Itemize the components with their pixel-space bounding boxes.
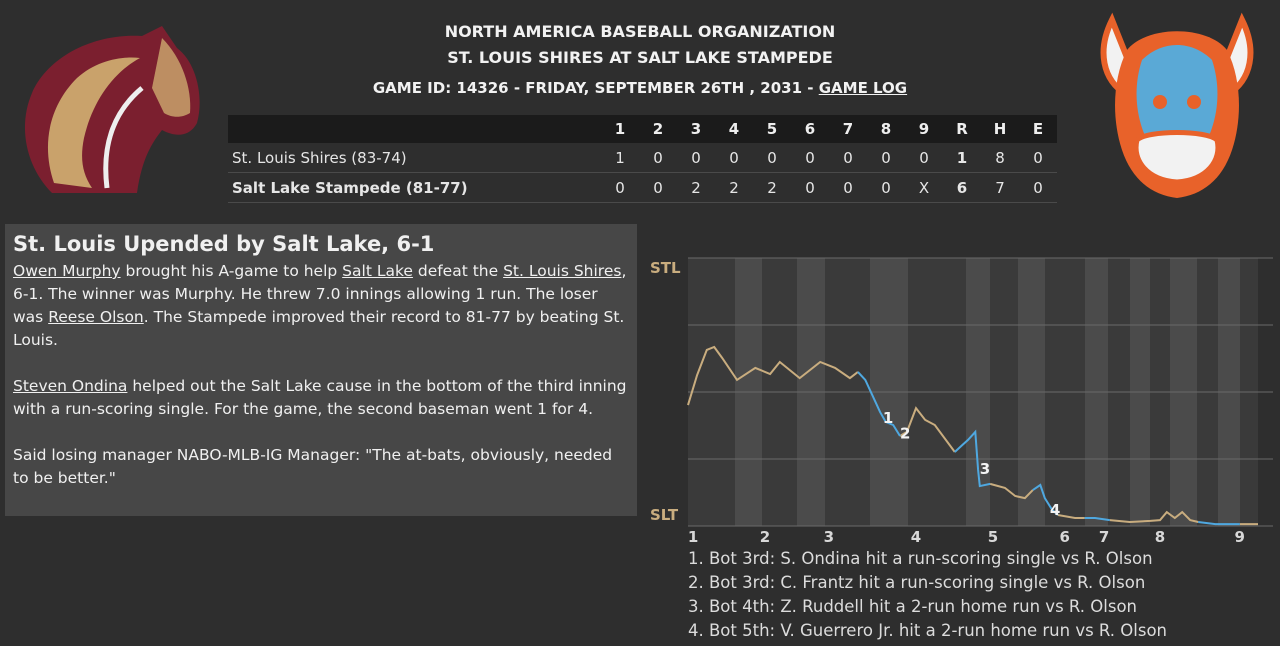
score-cell: 1 <box>601 143 639 173</box>
score-cell: 0 <box>791 172 829 203</box>
score-cell: 0 <box>1019 172 1057 203</box>
article-title: St. Louis Upended by Salt Lake, 6-1 <box>13 232 435 256</box>
header-cell: 9 <box>905 115 943 143</box>
event-note: 4. Bot 5th: V. Guerrero Jr. hit a 2-run … <box>688 621 1167 640</box>
paragraph: Said losing manager NABO-MLB-IG Manager:… <box>13 444 629 490</box>
score-cell: 0 <box>639 143 677 173</box>
x-tick-label: 1 <box>688 528 698 546</box>
score-cell: 1 <box>943 143 981 173</box>
x-tick-label: 8 <box>1155 528 1165 546</box>
event-marker: 1 <box>883 409 893 427</box>
score-cell: 0 <box>677 143 715 173</box>
header-cell: 6 <box>791 115 829 143</box>
score-cell: 0 <box>639 172 677 203</box>
team-name: St. Louis Shires (83-74) <box>228 143 601 173</box>
linescore: 1 2 3 4 5 6 7 8 9 R H E St. Louis Shires (83-74) 1 0 0 0… <box>228 115 1057 203</box>
event-note: 1. Bot 3rd: S. Ondina hit a run-scoring … <box>688 549 1153 568</box>
league-title: NORTH AMERICA BASEBALL ORGANIZATION <box>444 22 836 41</box>
score-cell: 2 <box>715 172 753 203</box>
event-marker: 4 <box>1050 501 1060 519</box>
matchup: ST. LOUIS SHIRES AT SALT LAKE STAMPEDE <box>447 48 833 67</box>
text: , 6-1. The winner was Murphy. He threw 7… <box>13 262 627 326</box>
score-cell: 7 <box>981 172 1019 203</box>
link[interactable]: Reese Olson <box>48 308 144 326</box>
x-tick-label: 4 <box>911 528 921 546</box>
score-cell: 0 <box>867 172 905 203</box>
event-note: 2. Bot 3rd: C. Frantz hit a run-scoring … <box>688 573 1145 592</box>
score-cell: 0 <box>715 143 753 173</box>
score-cell: 0 <box>753 143 791 173</box>
x-tick-label: 5 <box>988 528 998 546</box>
score-cell: 2 <box>753 172 791 203</box>
score-cell: 0 <box>829 143 867 173</box>
score-cell: 0 <box>867 143 905 173</box>
game-info: GAME ID: 14326 - FRIDAY, SEPTEMBER 26TH … <box>0 79 1280 97</box>
y-tick-label: STL <box>650 259 681 277</box>
game-log-link[interactable]: GAME LOG <box>818 79 908 97</box>
header-cell: 5 <box>753 115 791 143</box>
score-cell: 2 <box>677 172 715 203</box>
score-cell: 0 <box>601 172 639 203</box>
x-tick-label: 2 <box>760 528 770 546</box>
header-cell: 1 <box>601 115 639 143</box>
score-cell: 0 <box>905 143 943 173</box>
linescore-row: Salt Lake Stampede (81-77) 0 0 2 2 2 0 0 0 X 6 7 0 <box>228 172 1057 203</box>
header-cell: 8 <box>867 115 905 143</box>
header-cell: 3 <box>677 115 715 143</box>
score-cell: 0 <box>829 172 867 203</box>
paragraph: Owen Murphy brought his A-game to help S… <box>13 260 629 352</box>
text: helped out the Salt Lake cause in the bo… <box>13 377 627 418</box>
header-cell: E <box>1019 115 1057 143</box>
link[interactable]: St. Louis Shires <box>503 262 622 280</box>
text: Said losing manager NABO-MLB-IG Manager:… <box>13 446 613 487</box>
event-note: 3. Bot 4th: Z. Ruddell hit a 2-run home … <box>688 597 1137 616</box>
score-cell: 6 <box>943 172 981 203</box>
linescore-row: St. Louis Shires (83-74) 1 0 0 0 0 0 0 0 0 1 8 0 <box>228 143 1057 173</box>
team-name: Salt Lake Stampede (81-77) <box>228 172 601 203</box>
score-cell: 0 <box>1019 143 1057 173</box>
link[interactable]: Owen Murphy <box>13 262 121 280</box>
text: . The Stampede improved their record to … <box>13 308 625 349</box>
text: defeat the <box>412 262 504 280</box>
event-marker: 3 <box>980 460 990 478</box>
header-cell: H <box>981 115 1019 143</box>
x-tick-label: 7 <box>1099 528 1109 546</box>
article: St. Louis Upended by Salt Lake, 6-1 Owen … <box>5 224 637 516</box>
stampede-logo <box>1100 12 1254 198</box>
game-id: GAME ID: 14326 - FRIDAY, SEPTEMBER 26TH … <box>372 79 819 97</box>
score-cell: 8 <box>981 143 1019 173</box>
x-tick-label: 9 <box>1235 528 1245 546</box>
x-tick-label: 3 <box>824 528 834 546</box>
header-cell: R <box>943 115 981 143</box>
header-cell: 2 <box>639 115 677 143</box>
paragraph: Steven Ondina helped out the Salt Lake c… <box>13 375 629 421</box>
score-cell: X <box>905 172 943 203</box>
win-probability-line <box>687 345 1258 526</box>
shires-logo <box>24 26 200 193</box>
link[interactable]: Salt Lake <box>342 262 413 280</box>
header-cell: 4 <box>715 115 753 143</box>
header-cell: 7 <box>829 115 867 143</box>
score-cell: 0 <box>791 143 829 173</box>
x-tick-label: 6 <box>1060 528 1070 546</box>
link[interactable]: Steven Ondina <box>13 377 128 395</box>
event-marker: 2 <box>900 425 910 443</box>
text: brought his A-game to help <box>120 262 343 280</box>
y-tick-label: SLT <box>650 506 679 524</box>
header-cell <box>228 115 601 143</box>
win-probability-line <box>857 371 1240 526</box>
